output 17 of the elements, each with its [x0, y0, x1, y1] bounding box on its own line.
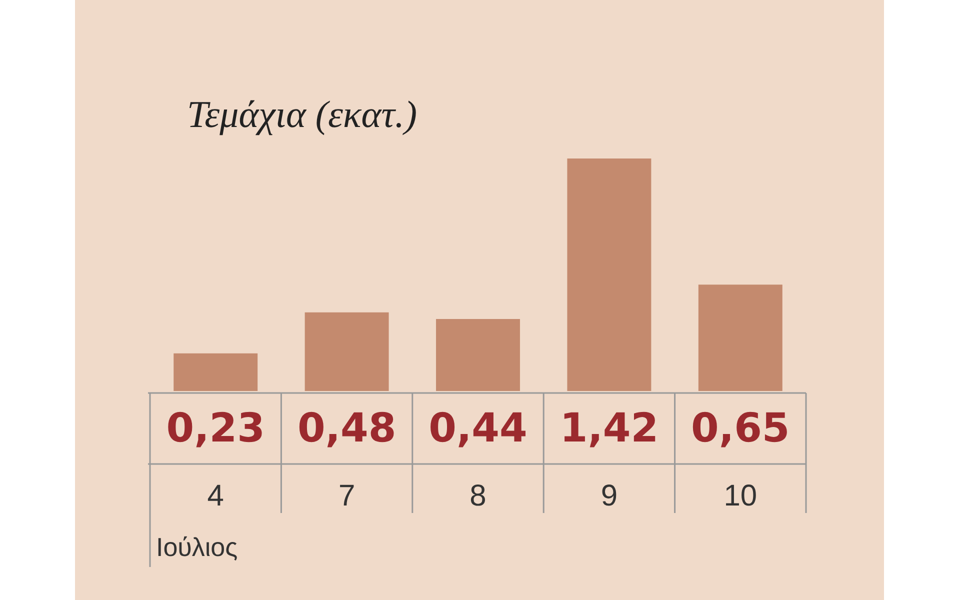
chart-title: Τεμάχια (εκατ.) — [187, 94, 417, 136]
data-label: 0,44 — [428, 405, 528, 452]
x-tick-label: 4 — [207, 479, 224, 512]
data-label: 0,48 — [297, 405, 396, 452]
data-label: 1,42 — [560, 405, 659, 452]
bar — [698, 284, 782, 391]
data-label: 0,65 — [691, 405, 790, 452]
bar — [436, 318, 520, 391]
x-tick-label: 10 — [724, 479, 758, 512]
bar — [174, 353, 258, 391]
data-label: 0,23 — [166, 405, 265, 452]
x-tick-label: 7 — [338, 479, 356, 512]
x-axis-title: Ιούλιος — [156, 532, 238, 562]
bar — [304, 312, 389, 391]
x-tick-label: 9 — [600, 479, 618, 512]
x-tick-label: 8 — [470, 479, 486, 512]
bar — [567, 158, 652, 391]
